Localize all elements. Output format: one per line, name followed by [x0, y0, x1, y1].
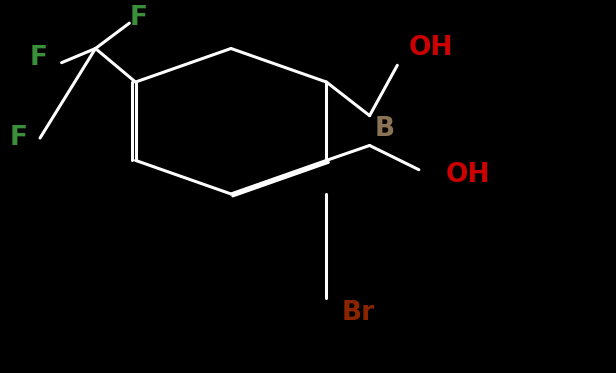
- Text: OH: OH: [409, 35, 453, 62]
- Text: F: F: [29, 45, 47, 71]
- Text: Br: Br: [342, 300, 375, 326]
- Text: OH: OH: [446, 162, 490, 188]
- Text: F: F: [129, 5, 148, 31]
- Text: B: B: [375, 116, 395, 142]
- Text: F: F: [9, 125, 28, 151]
